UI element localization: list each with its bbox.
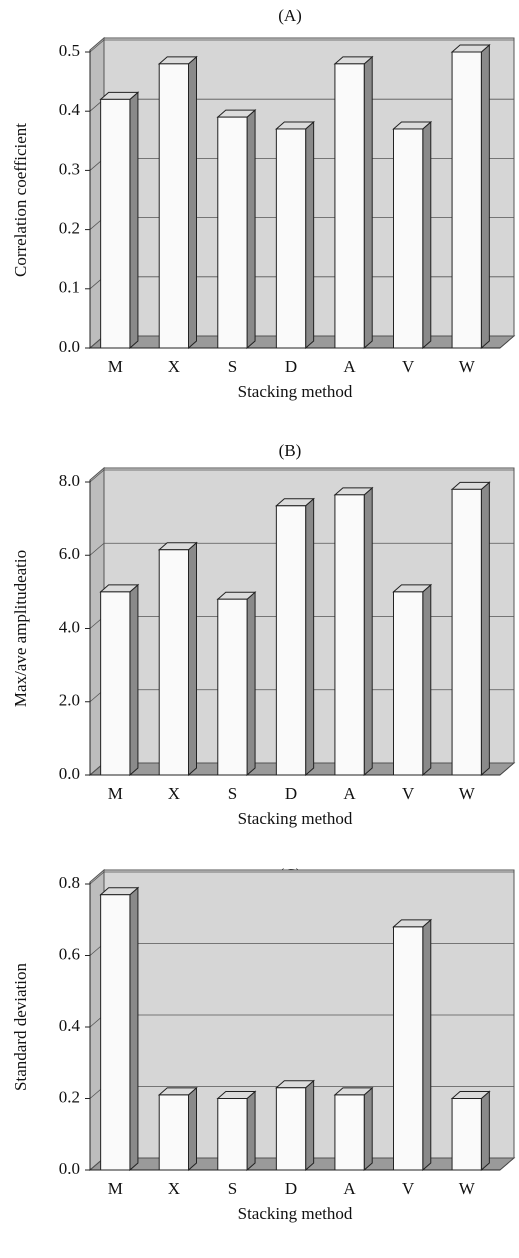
chart-panel: (A) 0.0 0.1 0.2 0.3 0.4 0.5 M X S D A V W Stacking met… [11, 6, 516, 401]
x-tick-label: A [343, 1179, 356, 1198]
bar-side [480, 481, 490, 777]
y-tick-label: 0.3 [59, 159, 80, 178]
bar-side [188, 55, 197, 350]
y-axis-label: Correlation coefficient [11, 123, 30, 277]
x-tick-label: M [108, 1179, 123, 1198]
x-axis-label: Stacking method [238, 382, 353, 401]
x-tick-label: S [228, 784, 237, 803]
bar-side [422, 918, 432, 1172]
bar [393, 128, 424, 349]
bar-side [246, 591, 256, 777]
x-tick-label: W [459, 1179, 476, 1198]
y-tick-label: 6.0 [59, 544, 80, 563]
y-axis-label: Max/ave amplitudeatio [11, 550, 30, 707]
bar [275, 505, 307, 776]
chart-panel: (B) 0.0 2.0 4.0 6.0 8.0 M X S D A V W Stacking method… [11, 441, 516, 828]
bar-side [422, 120, 432, 350]
bar-side [480, 1090, 490, 1172]
y-axis-label: Standard deviation [11, 963, 30, 1091]
x-tick-label: S [228, 357, 237, 376]
x-tick-label: W [459, 357, 476, 376]
x-tick-label: S [228, 1179, 237, 1198]
x-axis-label: Stacking method [238, 1204, 353, 1223]
y-tick-label: 0.2 [59, 1087, 80, 1106]
bar [217, 598, 248, 776]
x-tick-label: V [402, 357, 415, 376]
bar [158, 549, 189, 776]
bar [334, 494, 365, 776]
bar [158, 1094, 189, 1171]
bar-side [422, 583, 432, 777]
bar [334, 1094, 365, 1171]
y-tick-label: 2.0 [59, 691, 80, 710]
y-tick-label: 0.0 [59, 764, 80, 783]
bar-side [305, 1079, 315, 1172]
bar-side [363, 1086, 373, 1172]
bar-side [305, 497, 315, 777]
bar-side [246, 109, 256, 350]
chart-title: (A) [278, 6, 302, 25]
bar [451, 1098, 482, 1171]
y-tick-label: 0.2 [59, 219, 80, 238]
bar [100, 591, 131, 776]
bar [158, 63, 189, 349]
bar [275, 1087, 307, 1171]
x-tick-label: X [168, 1179, 180, 1198]
x-tick-label: V [402, 1179, 415, 1198]
x-tick-label: X [168, 357, 180, 376]
bar-side [129, 583, 139, 777]
bar [100, 894, 131, 1171]
bar-side [363, 55, 373, 350]
x-tick-label: D [285, 1179, 297, 1198]
x-tick-label: D [285, 784, 297, 803]
bar [217, 116, 248, 349]
x-axis-label: Stacking method [238, 809, 353, 828]
y-tick-label: 0.6 [59, 944, 80, 963]
x-tick-label: D [285, 357, 297, 376]
x-tick-label: X [168, 784, 180, 803]
bar [393, 926, 424, 1171]
bar-side [480, 43, 490, 350]
x-tick-label: W [459, 784, 476, 803]
bar-side [129, 886, 139, 1172]
grid-line [89, 39, 514, 53]
y-tick-label: 0.5 [59, 41, 80, 60]
x-tick-label: V [402, 784, 415, 803]
y-tick-label: 0.1 [59, 278, 80, 297]
y-tick-label: 0.8 [59, 873, 80, 892]
y-tick-label: 0.0 [59, 337, 80, 356]
y-tick-label: 0.4 [59, 100, 81, 119]
bar [451, 488, 482, 776]
grid-line [89, 469, 514, 483]
bar-side [305, 120, 315, 350]
grid-line [89, 871, 514, 885]
bar [393, 591, 424, 776]
grid-line [89, 542, 514, 556]
y-tick-label: 0.4 [59, 1016, 81, 1035]
x-tick-label: M [108, 357, 123, 376]
chart-title: (B) [279, 441, 302, 460]
y-tick-label: 4.0 [59, 617, 80, 636]
x-tick-label: M [108, 784, 123, 803]
y-tick-label: 8.0 [59, 471, 80, 490]
bar [100, 98, 131, 349]
bar [275, 128, 307, 349]
bar-side [246, 1090, 256, 1172]
bar-side [188, 541, 197, 777]
x-tick-label: A [343, 357, 356, 376]
bar [217, 1098, 248, 1171]
bar [334, 63, 365, 349]
bar-side [363, 486, 373, 777]
bar-side [129, 91, 139, 350]
bar-side [188, 1086, 197, 1172]
y-tick-label: 0.0 [59, 1159, 80, 1178]
bar [451, 51, 482, 349]
x-tick-label: A [343, 784, 356, 803]
